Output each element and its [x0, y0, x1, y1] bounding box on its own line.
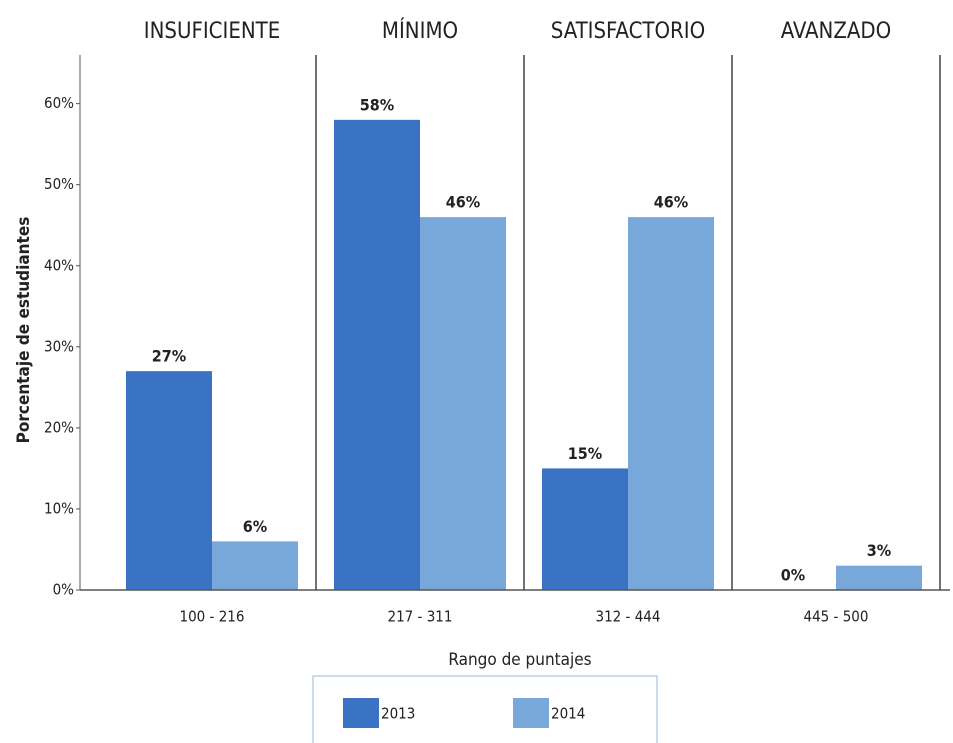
legend-swatch — [513, 698, 549, 728]
x-tick-label: 312 - 444 — [596, 608, 661, 626]
value-label: 46% — [446, 193, 480, 212]
group-title: INSUFICIENTE — [144, 19, 280, 44]
y-tick-label: 50% — [44, 175, 74, 193]
x-axis-label: Rango de puntajes — [448, 650, 591, 670]
bar — [628, 217, 714, 590]
x-tick-label: 100 - 216 — [180, 608, 245, 626]
y-tick-label: 10% — [44, 499, 74, 517]
x-tick-label: 217 - 311 — [388, 608, 453, 626]
group-title: SATISFACTORIO — [551, 19, 705, 44]
legend-swatch — [343, 698, 379, 728]
value-label: 46% — [654, 193, 688, 212]
bar — [212, 541, 298, 590]
group-title: MÍNIMO — [382, 18, 458, 44]
bar — [420, 217, 506, 590]
y-tick-label: 0% — [53, 581, 75, 599]
value-label: 0% — [781, 566, 805, 585]
y-tick-label: 30% — [44, 337, 74, 355]
x-tick-label: 445 - 500 — [804, 608, 869, 626]
y-tick-label: 60% — [44, 94, 74, 112]
bar — [542, 468, 628, 590]
value-label: 58% — [360, 95, 394, 114]
value-label: 15% — [568, 444, 602, 463]
y-tick-label: 40% — [44, 256, 74, 274]
value-label: 6% — [243, 517, 267, 536]
legend-label: 2013 — [381, 705, 415, 723]
bar — [836, 565, 922, 590]
group-title: AVANZADO — [781, 19, 892, 44]
value-label: 3% — [867, 541, 891, 560]
legend-label: 2014 — [551, 705, 585, 723]
bar — [126, 371, 212, 590]
value-label: 27% — [152, 347, 186, 366]
y-axis-label: Porcentaje de estudiantes — [14, 217, 34, 444]
y-tick-label: 20% — [44, 418, 74, 436]
bar — [334, 119, 420, 591]
